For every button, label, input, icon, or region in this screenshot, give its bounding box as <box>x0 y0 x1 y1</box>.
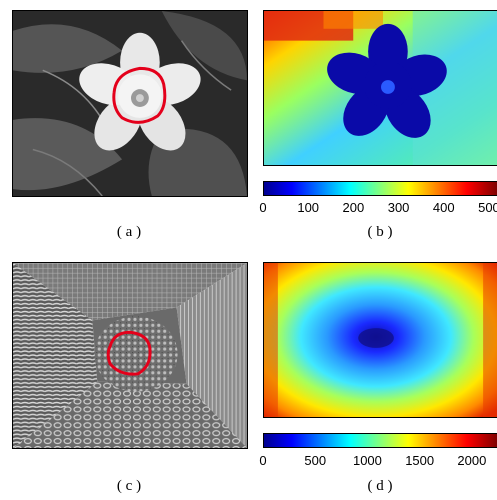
flower-image <box>13 11 247 196</box>
caption-b: ( b ) <box>367 224 393 240</box>
colorbar-b <box>263 181 497 196</box>
panel-a-flower-image <box>12 10 248 197</box>
colorbar-b-tick-3: 300 <box>387 200 410 215</box>
distance-map-b <box>264 11 497 165</box>
colorbar-d-tick-3: 1500 <box>405 453 435 468</box>
flower-blob <box>327 23 447 138</box>
panel-d-distance-map <box>263 262 497 418</box>
colorbar-d-tick-2: 1000 <box>352 453 382 468</box>
caption-a: ( a ) <box>116 224 142 240</box>
colorbar-d-tick-labels: 0 500 1000 1500 2000 <box>259 453 497 469</box>
colorbar-d-tick-4: 2000 <box>457 453 487 468</box>
colorbar-b-tick-5: 500 <box>478 200 497 215</box>
caption-d: ( d ) <box>367 478 393 494</box>
texture-image <box>13 263 247 448</box>
panel-b-distance-map <box>263 10 497 166</box>
contour-c <box>106 330 152 376</box>
colorbar-b-tick-4: 400 <box>432 200 455 215</box>
colorbar-d-tick-0: 0 <box>259 453 267 468</box>
colorbar-b-tick-2: 200 <box>342 200 365 215</box>
distance-map-d <box>264 263 497 417</box>
colorbar-b-tick-1: 100 <box>297 200 320 215</box>
contour-a <box>112 66 167 124</box>
colorbar-d-tick-1: 500 <box>304 453 327 468</box>
panel-c-texture-image <box>12 262 248 449</box>
colorbar-b-tick-labels: 0 100 200 300 400 500 <box>259 200 497 216</box>
colorbar-d <box>263 433 497 448</box>
caption-c: ( c ) <box>116 478 142 494</box>
colorbar-b-tick-0: 0 <box>259 200 267 215</box>
